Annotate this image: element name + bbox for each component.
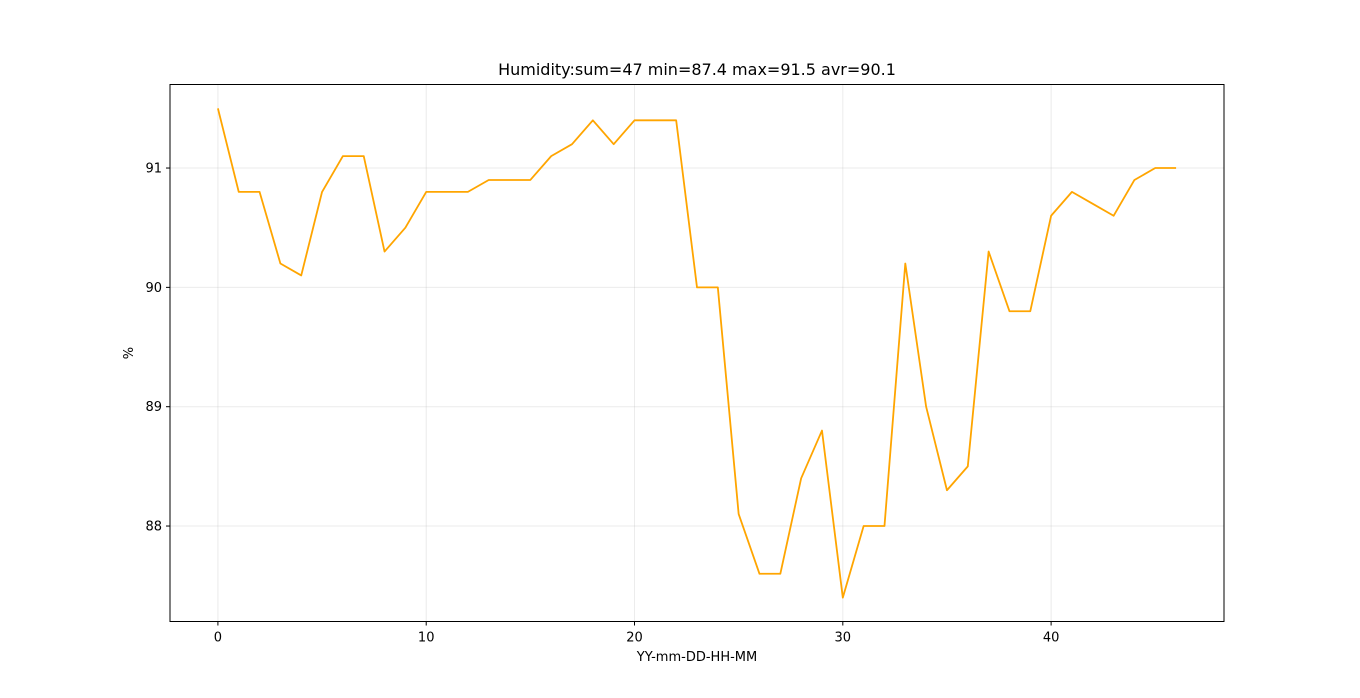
x-tick-label: 40 (1043, 631, 1060, 646)
y-tick-label: 91 (145, 162, 162, 177)
grid-layer (170, 84, 1224, 622)
x-tick-label: 10 (418, 631, 435, 646)
series-line (217, 108, 1177, 599)
y-tick-label: 88 (145, 520, 162, 535)
chart-title: Humidity:sum=47 min=87.4 max=91.5 avr=90… (498, 60, 896, 79)
y-axis-label: % (122, 347, 137, 359)
x-tick-label: 20 (626, 631, 643, 646)
x-tick-label: 30 (835, 631, 852, 646)
tick-layer: 0 10 20 30 40 88 89 90 91 (145, 162, 1059, 646)
x-axis-label: YY-mm-DD-HH-MM (636, 650, 757, 665)
plot-frame (169, 84, 1225, 622)
y-tick-label: 89 (145, 400, 162, 415)
series-layer (217, 108, 1177, 599)
y-tick-label: 90 (145, 281, 162, 296)
x-tick-label: 0 (214, 631, 222, 646)
